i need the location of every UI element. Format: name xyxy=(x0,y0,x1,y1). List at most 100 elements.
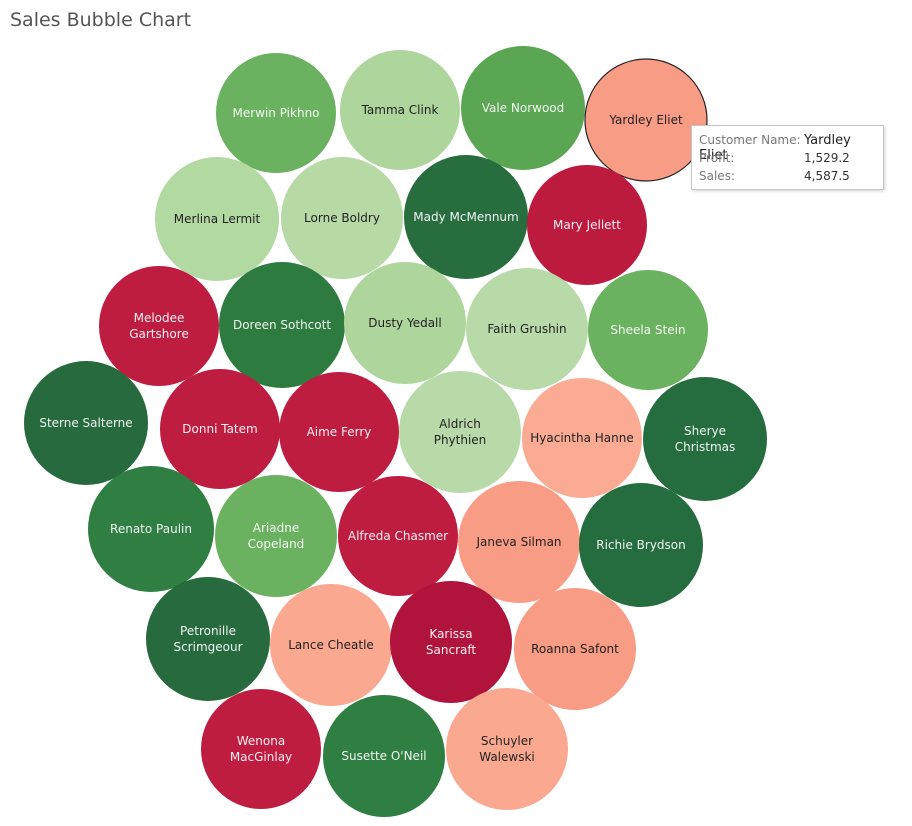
bubble-label: Ariadne Copeland xyxy=(248,521,305,551)
bubble-circle[interactable] xyxy=(215,475,337,597)
bubble-label: Susette O'Neil xyxy=(341,749,426,763)
bubble-label: Schuyler Walewski xyxy=(479,734,535,764)
bubble-circle[interactable] xyxy=(584,58,708,182)
bubble-label: Faith Grushin xyxy=(487,322,566,336)
bubble-melodee-gartshore[interactable]: Melodee Gartshore xyxy=(99,266,219,386)
bubble-circle[interactable] xyxy=(579,483,703,607)
bubble-vale-norwood[interactable]: Vale Norwood xyxy=(461,46,585,170)
bubble-aldrich-phythien[interactable]: Aldrich Phythien xyxy=(399,371,521,493)
bubble-susette-o-neil[interactable]: Susette O'Neil xyxy=(323,695,445,817)
bubble-circle[interactable] xyxy=(461,46,585,170)
bubble-circle[interactable] xyxy=(323,695,445,817)
bubble-label: Lance Cheatle xyxy=(288,638,374,652)
bubble-circle[interactable] xyxy=(522,378,642,498)
tooltip-profit-value: 1,529.2 xyxy=(804,151,850,165)
bubble-label: Melodee Gartshore xyxy=(129,311,189,341)
bubble-alfreda-chasmer[interactable]: Alfreda Chasmer xyxy=(338,476,458,596)
bubble-yardley-eliet[interactable]: Yardley Eliet xyxy=(584,58,708,182)
bubble-lance-cheatle[interactable]: Lance Cheatle xyxy=(270,584,392,706)
tooltip-sales-value: 4,587.5 xyxy=(804,169,850,183)
bubble-label: Yardley Eliet xyxy=(608,113,683,127)
tooltip-customer-label: Customer Name: xyxy=(699,133,801,147)
bubble-petronille-scrimgeour[interactable]: Petronille Scrimgeour xyxy=(146,577,270,701)
bubble-label: Aime Ferry xyxy=(307,425,372,439)
bubble-circle[interactable] xyxy=(527,165,647,285)
bubble-label: Sheela Stein xyxy=(610,323,685,337)
bubble-label: Renato Paulin xyxy=(110,522,192,536)
bubble-lorne-boldry[interactable]: Lorne Boldry xyxy=(281,157,403,279)
tooltip: Customer Name: Yardley Eliet Profit: 1,529… xyxy=(691,125,884,190)
tooltip-customer-value: Yardley Eliet xyxy=(699,133,851,163)
bubble-circle[interactable] xyxy=(281,157,403,279)
bubble-circle[interactable] xyxy=(466,268,588,390)
bubble-aime-ferry[interactable]: Aime Ferry xyxy=(279,372,399,492)
bubble-label: Hyacintha Hanne xyxy=(530,431,633,445)
bubble-mary-jellett[interactable]: Mary Jellett xyxy=(527,165,647,285)
bubble-circle[interactable] xyxy=(279,372,399,492)
bubble-circle[interactable] xyxy=(338,476,458,596)
tooltip-sales-label: Sales: xyxy=(699,169,735,183)
bubble-donni-tatem[interactable]: Donni Tatem xyxy=(160,369,280,489)
bubble-label: Tamma Clink xyxy=(361,103,439,117)
bubble-circle[interactable] xyxy=(514,588,636,710)
bubble-label: Doreen Sothcott xyxy=(233,318,331,332)
bubble-circle[interactable] xyxy=(340,50,460,170)
bubble-sherye-christmas[interactable]: Sherye Christmas xyxy=(643,377,767,501)
bubble-circle[interactable] xyxy=(155,157,279,281)
bubble-circle[interactable] xyxy=(643,377,767,501)
bubble-circle[interactable] xyxy=(344,262,466,384)
bubble-merlina-lermit[interactable]: Merlina Lermit xyxy=(155,157,279,281)
bubble-circle[interactable] xyxy=(146,577,270,701)
bubble-label: Lorne Boldry xyxy=(304,211,380,225)
bubble-circle[interactable] xyxy=(588,270,708,390)
bubble-label: Mady McMennum xyxy=(413,210,518,224)
bubble-circle[interactable] xyxy=(160,369,280,489)
bubble-janeva-silman[interactable]: Janeva Silman xyxy=(458,481,580,603)
chart-title: Sales Bubble Chart xyxy=(10,9,192,31)
bubble-circle[interactable] xyxy=(390,581,512,703)
bubble-wenona-macginlay[interactable]: Wenona MacGinlay xyxy=(201,689,321,809)
bubble-richie-brydson[interactable]: Richie Brydson xyxy=(579,483,703,607)
bubble-label: Sterne Salterne xyxy=(39,416,132,430)
bubble-sterne-salterne[interactable]: Sterne Salterne xyxy=(24,361,148,485)
bubble-label: Aldrich Phythien xyxy=(434,417,487,447)
bubble-circle[interactable] xyxy=(216,53,336,173)
bubble-ariadne-copeland[interactable]: Ariadne Copeland xyxy=(215,475,337,597)
bubble-label: Merlina Lermit xyxy=(174,212,261,226)
bubble-circle[interactable] xyxy=(88,466,214,592)
bubble-label: Karissa Sancraft xyxy=(426,627,476,657)
bubble-roanna-safont[interactable]: Roanna Safont xyxy=(514,588,636,710)
bubble-doreen-sothcott[interactable]: Doreen Sothcott xyxy=(219,262,345,388)
bubble-label: Alfreda Chasmer xyxy=(348,529,448,543)
bubble-circle[interactable] xyxy=(270,584,392,706)
bubble-dusty-yedall[interactable]: Dusty Yedall xyxy=(344,262,466,384)
bubble-circle[interactable] xyxy=(446,688,568,810)
bubble-mady-mcmennum[interactable]: Mady McMennum xyxy=(404,155,528,279)
bubble-label: Roanna Safont xyxy=(531,642,619,656)
bubble-circle[interactable] xyxy=(24,361,148,485)
bubble-label: Merwin Pikhno xyxy=(232,106,319,120)
bubble-circle[interactable] xyxy=(201,689,321,809)
bubble-circle[interactable] xyxy=(458,481,580,603)
bubble-label: Donni Tatem xyxy=(182,422,257,436)
bubble-circle[interactable] xyxy=(99,266,219,386)
tooltip-profit-label: Profit: xyxy=(699,151,735,165)
bubble-circle[interactable] xyxy=(399,371,521,493)
bubble-circle[interactable] xyxy=(219,262,345,388)
bubble-label: Petronille Scrimgeour xyxy=(173,624,242,654)
bubble-label: Wenona MacGinlay xyxy=(230,734,292,764)
bubble-tamma-clink[interactable]: Tamma Clink xyxy=(340,50,460,170)
bubble-label: Dusty Yedall xyxy=(368,316,441,330)
bubble-hyacintha-hanne[interactable]: Hyacintha Hanne xyxy=(522,378,642,498)
bubble-label: Mary Jellett xyxy=(553,218,621,232)
bubble-label: Sherye Christmas xyxy=(675,424,736,454)
bubble-faith-grushin[interactable]: Faith Grushin xyxy=(466,268,588,390)
bubble-merwin-pikhno[interactable]: Merwin Pikhno xyxy=(216,53,336,173)
bubble-circle[interactable] xyxy=(404,155,528,279)
bubble-label: Richie Brydson xyxy=(596,538,686,552)
bubble-schuyler-walewski[interactable]: Schuyler Walewski xyxy=(446,688,568,810)
bubble-renato-paulin[interactable]: Renato Paulin xyxy=(88,466,214,592)
bubble-karissa-sancraft[interactable]: Karissa Sancraft xyxy=(390,581,512,703)
bubble-sheela-stein[interactable]: Sheela Stein xyxy=(588,270,708,390)
